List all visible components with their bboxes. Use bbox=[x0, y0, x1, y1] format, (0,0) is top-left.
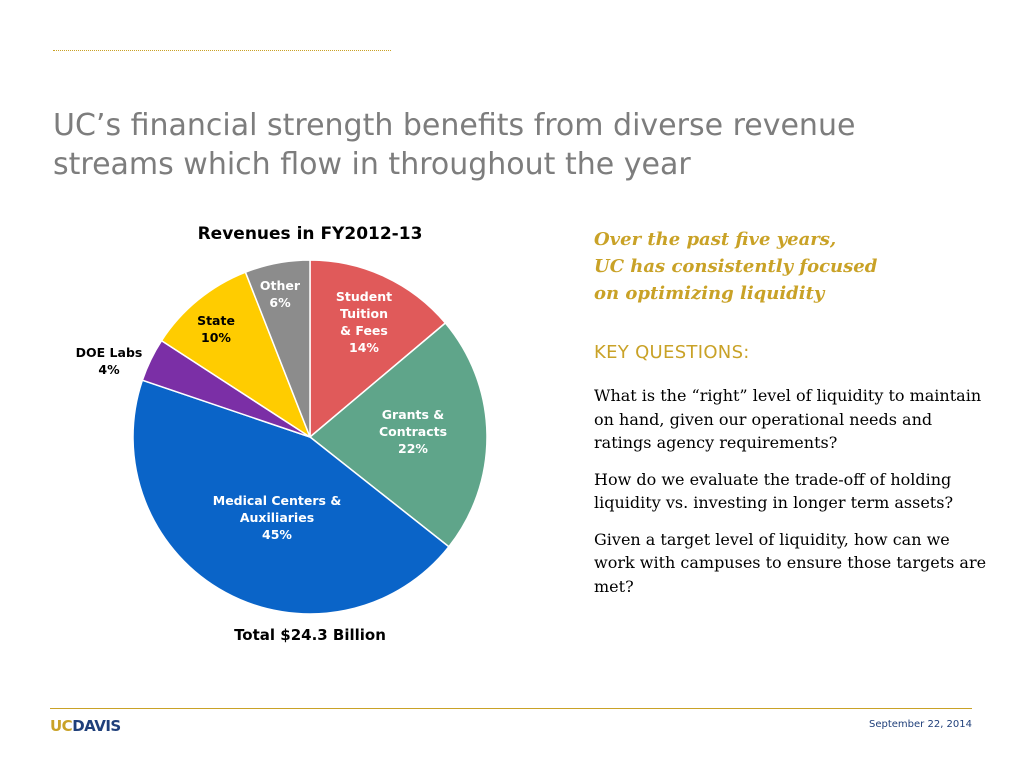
pie-slice bbox=[160, 271, 312, 439]
pie-slice-label: DOE Labs 4% bbox=[76, 345, 143, 377]
slide-title: UC’s financial strength benefits from di… bbox=[53, 106, 953, 184]
question-item: How do we evaluate the trade-off of hold… bbox=[594, 469, 954, 513]
subtitle: Over the past five years, UC has consist… bbox=[594, 226, 1014, 307]
subtitle-line-2: UC has consistently focused bbox=[594, 256, 878, 277]
footer-date: September 22, 2014 bbox=[869, 719, 972, 730]
logo-uc-text: UC bbox=[50, 717, 73, 735]
chart-total-label: Total $24.3 Billion bbox=[234, 626, 386, 644]
ucdavis-logo: UCDAVIS bbox=[50, 717, 121, 735]
pie-slice bbox=[308, 321, 488, 548]
pie-slice bbox=[309, 259, 447, 439]
pie-slice-label: Student Tuition & Fees 14% bbox=[336, 289, 392, 355]
pie-slice bbox=[244, 259, 311, 438]
pie-slice-label: Other 6% bbox=[260, 278, 301, 310]
key-questions-heading: KEY QUESTIONS: bbox=[594, 342, 750, 363]
top-decorative-rule bbox=[53, 50, 391, 51]
chart-title: Revenues in FY2012-13 bbox=[197, 224, 423, 244]
pie-slice-label: Grants & Contracts 22% bbox=[379, 407, 447, 456]
logo-davis-text: DAVIS bbox=[72, 717, 121, 735]
pie-slice bbox=[132, 379, 450, 615]
slide-title-line-2: streams which flow in throughout the yea… bbox=[53, 147, 691, 183]
pie-slice-label: State 10% bbox=[197, 313, 235, 345]
slide-title-line-1: UC’s financial strength benefits from di… bbox=[53, 108, 856, 144]
subtitle-line-1: Over the past five years, bbox=[594, 229, 837, 250]
question-item: Given a target level of liquidity, how c… bbox=[594, 529, 987, 596]
footer-rule bbox=[50, 708, 972, 709]
pie-slice-label: Medical Centers & Auxiliaries 45% bbox=[213, 493, 342, 542]
subtitle-line-3: on optimizing liquidity bbox=[594, 283, 825, 304]
question-item: What is the “right” level of liquidity t… bbox=[594, 386, 982, 452]
revenue-pie-chart: Student Tuition & Fees 14% Grants & Contracts… bbox=[76, 259, 488, 615]
questions-list: What is the “right” level of liquidity t… bbox=[594, 384, 994, 611]
